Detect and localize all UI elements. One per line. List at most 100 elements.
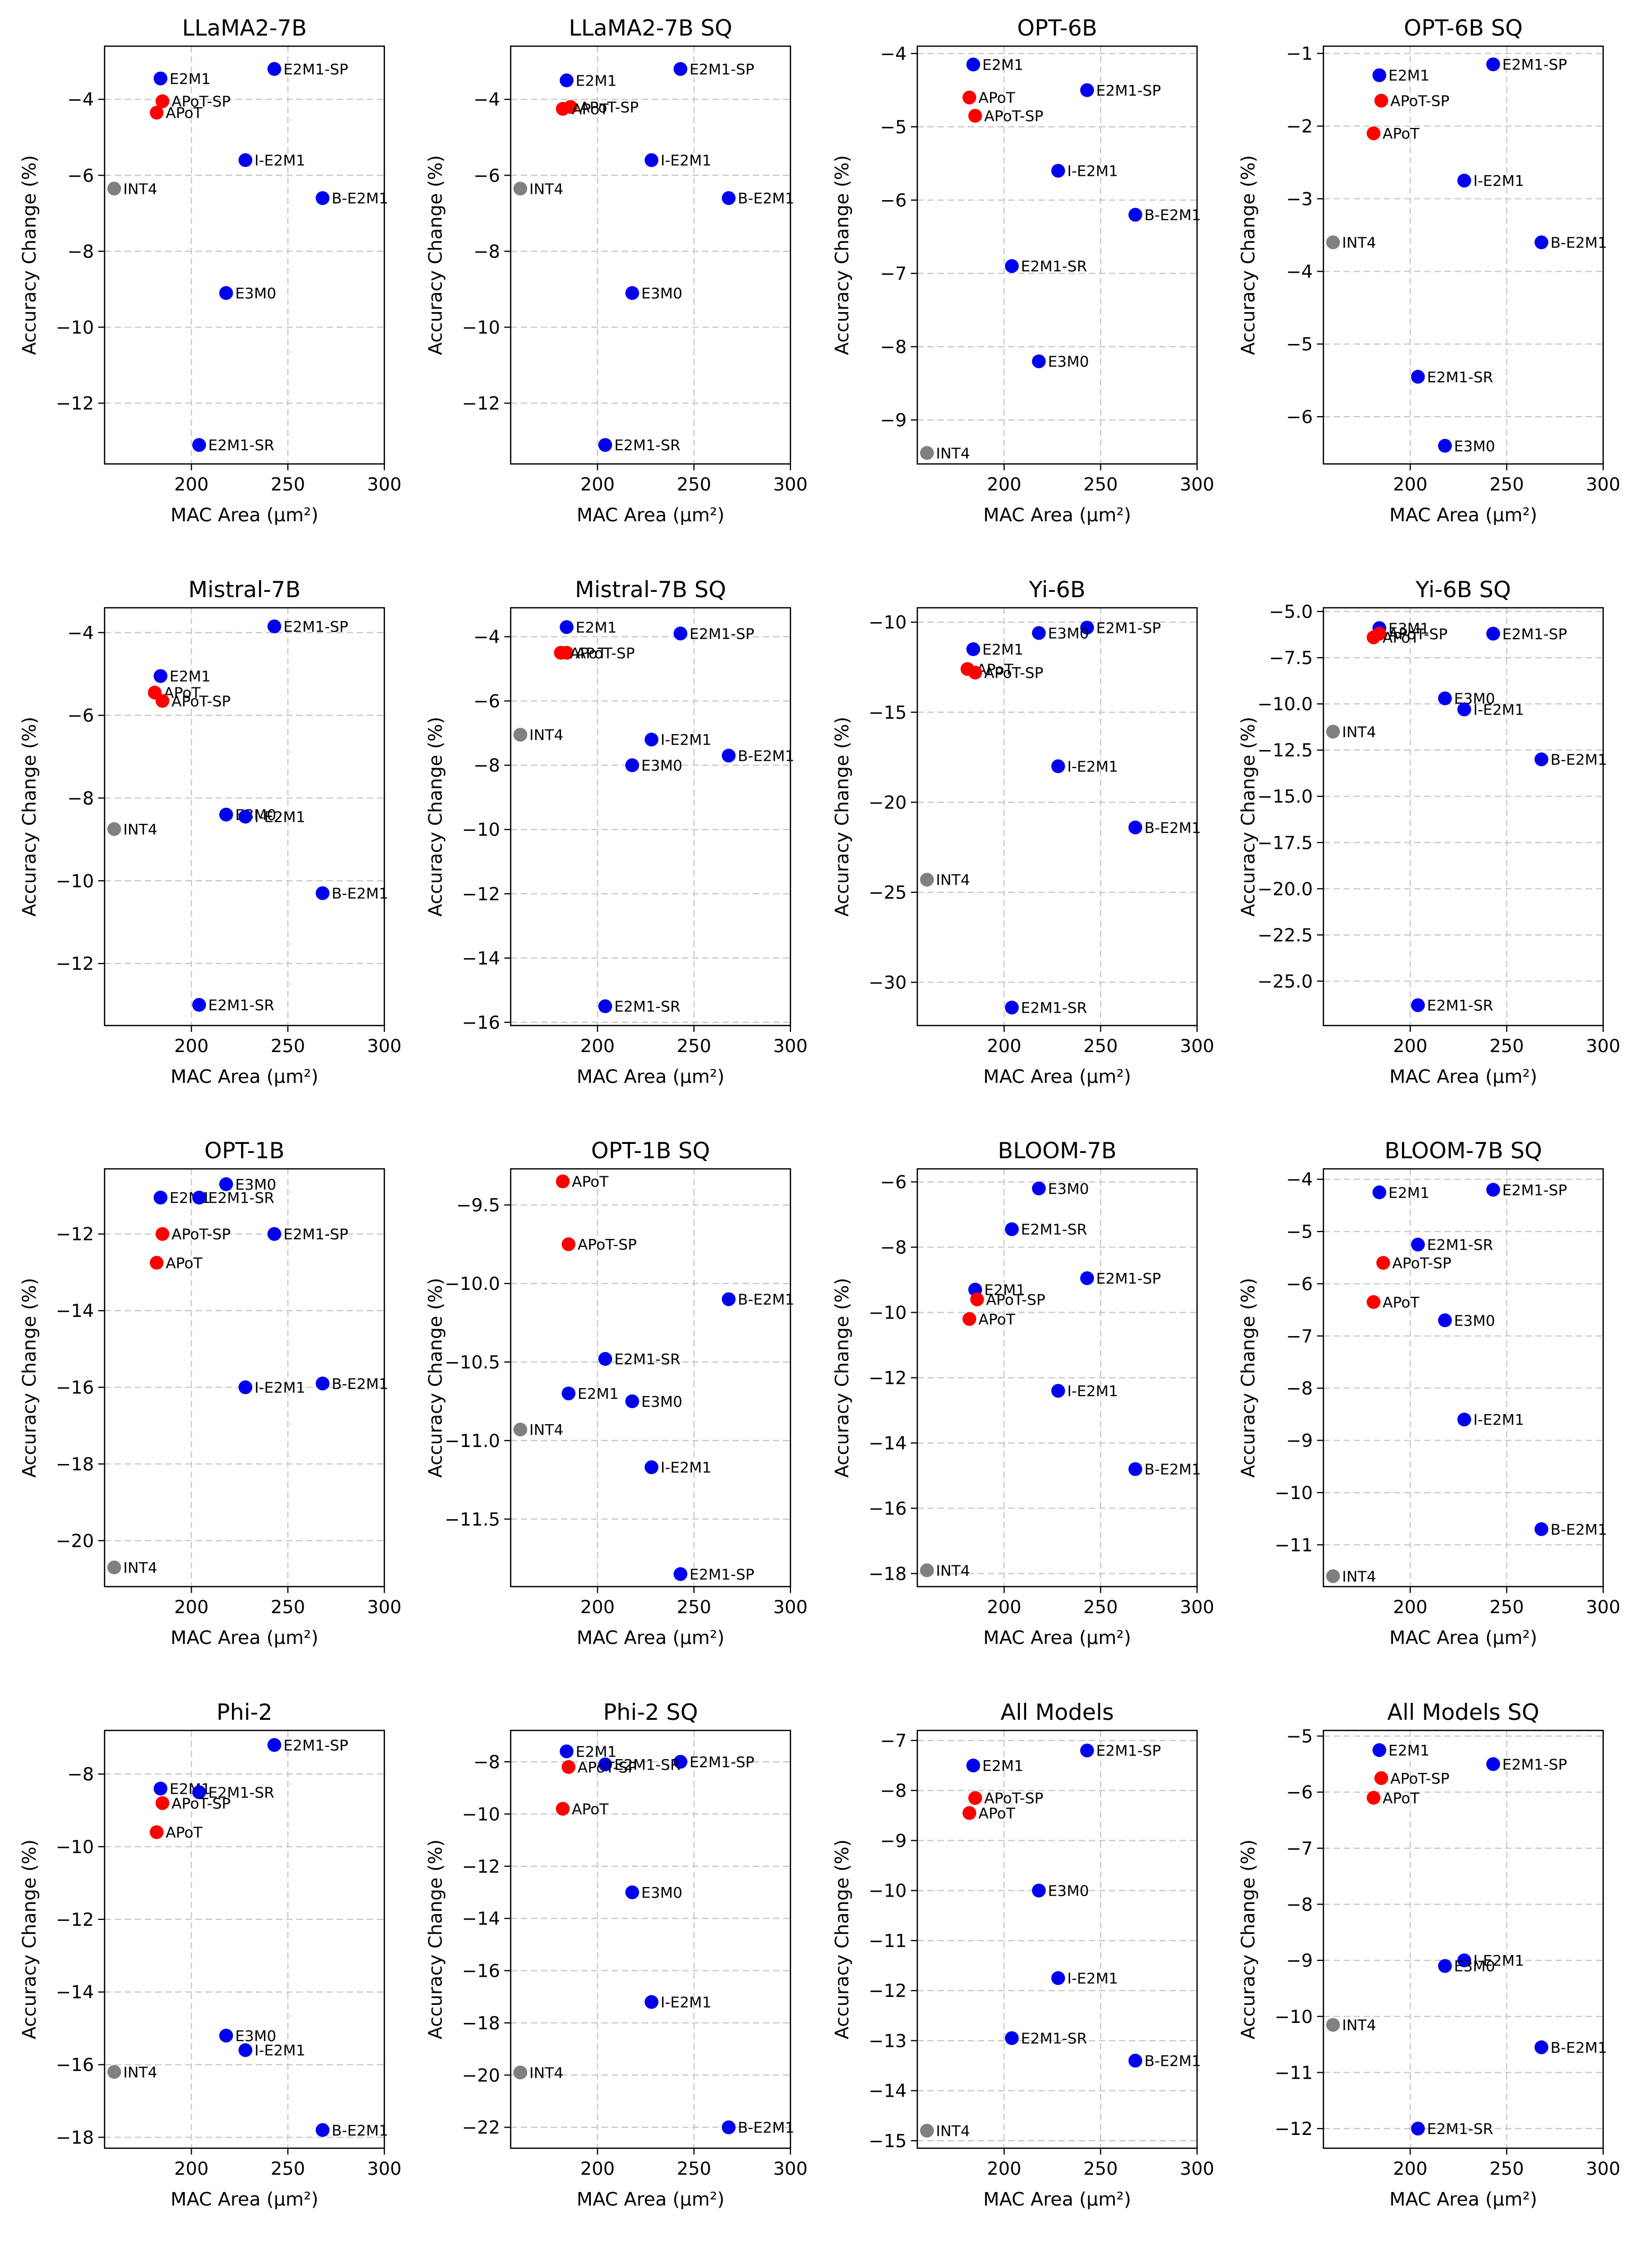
chart-9-opt-1b: 200 250 300 −12 −14 −16 −18 −20 OPT-1B MAC Area (… <box>19 1138 401 1649</box>
chart-11-bloom-7b-point-apot <box>962 1312 977 1326</box>
chart-3-opt-6b-point-label-e2m1-sp: E2M1-SP <box>1096 82 1161 99</box>
chart-7-yi-6b-point-i-e2m1 <box>1051 759 1065 773</box>
chart-16-all-models-sq-axes-frame <box>1322 1729 1604 2149</box>
chart-13-phi-2-ytick-label: −8 <box>67 1764 94 1785</box>
chart-12-bloom-7b-sq-point-apot <box>1366 1295 1381 1309</box>
chart-9-opt-1b-point-label-i-e2m1: I-E2M1 <box>254 1379 305 1397</box>
chart-4-opt-6b-sq-point-label-e2m1-sr: E2M1-SR <box>1427 368 1493 386</box>
chart-10-opt-1b-sq-point-b-e2m1 <box>721 1292 736 1306</box>
chart-7-yi-6b-point-label-e2m1-sr: E2M1-SR <box>1021 999 1087 1017</box>
chart-14-phi-2-sq-point-label-i-e2m1: I-E2M1 <box>660 1994 711 2011</box>
chart-2-llama2-7b-sq-xtick-label: 300 <box>773 474 808 495</box>
chart-13-phi-2-point-label-apot: APoT <box>166 1824 203 1841</box>
chart-10-opt-1b-sq-point-label-e2m1-sr: E2M1-SR <box>614 1350 681 1368</box>
chart-16-all-models-sq-point-label-e2m1-sr: E2M1-SR <box>1427 2120 1493 2138</box>
chart-16-all-models-sq-point-i-e2m1 <box>1457 1953 1472 1968</box>
chart-13-phi-2-axes-frame <box>104 1729 385 2149</box>
chart-14-phi-2-sq-ylabel: Accuracy Change (%) <box>425 1839 446 2039</box>
chart-2-llama2-7b-sq-point-e2m1-sp <box>673 62 687 76</box>
chart-14-phi-2-sq: 200 250 300 −8 −10 −12 −14 −16 −18 −20 −22 Phi-2 SQ… <box>425 1699 807 2210</box>
chart-11-bloom-7b-point-label-i-e2m1: I-E2M1 <box>1067 1382 1118 1400</box>
chart-3-opt-6b-point-b-e2m1 <box>1128 208 1142 222</box>
chart-11-bloom-7b-ytick-label: −10 <box>868 1303 907 1324</box>
chart-16-all-models-sq-point-b-e2m1 <box>1534 2040 1548 2054</box>
chart-16-all-models-sq-point-int4 <box>1326 2018 1340 2032</box>
chart-8-yi-6b-sq-xtick-label: 200 <box>1393 1036 1427 1057</box>
chart-1-llama2-7b-xtick-label: 300 <box>367 474 402 495</box>
chart-11-bloom-7b: 200 250 300 −6 −8 −10 −12 −14 −16 −18 BLOOM-7B MAC … <box>832 1138 1214 1649</box>
chart-2-llama2-7b-sq-point-i-e2m1 <box>644 153 659 167</box>
chart-6-mistral-7b-sq-point-apot <box>554 645 568 660</box>
chart-3-opt-6b-ytick-label: −6 <box>880 190 907 211</box>
chart-6-mistral-7b-sq-xtick-label: 250 <box>677 1036 711 1057</box>
chart-9-opt-1b-xtick-label: 250 <box>271 1597 305 1618</box>
chart-10-opt-1b-sq-xtick-label: 300 <box>773 1597 808 1618</box>
chart-2-llama2-7b-sq-point-label-int4: INT4 <box>529 180 563 197</box>
chart-7-yi-6b-point-e2m1 <box>966 642 980 657</box>
chart-1-llama2-7b-xtick-label: 200 <box>174 474 209 495</box>
chart-2-llama2-7b-sq-point-b-e2m1 <box>721 191 736 205</box>
chart-16-all-models-sq-point-label-i-e2m1: I-E2M1 <box>1473 1952 1524 1969</box>
chart-16-all-models-sq-point-e2m1 <box>1372 1743 1387 1757</box>
chart-15-all-models-point-i-e2m1 <box>1051 1971 1065 1985</box>
chart-1-llama2-7b-ylabel: Accuracy Change (%) <box>19 155 40 355</box>
chart-10-opt-1b-sq: 200 250 300 −9.5 −10.0 −10.5 −11.0 −11.5 OPT-1B … <box>425 1138 807 1649</box>
chart-4-opt-6b-sq-point-label-e2m1-sp: E2M1-SP <box>1502 56 1567 73</box>
chart-14-phi-2-sq-ytick-label: −14 <box>462 1908 500 1930</box>
chart-9-opt-1b-point-int4 <box>107 1560 122 1574</box>
chart-5-mistral-7b-point-label-int4: INT4 <box>123 821 157 838</box>
chart-13-phi-2-point-e3m0 <box>219 2028 233 2043</box>
chart-3-opt-6b-ytick-label: −5 <box>880 117 907 138</box>
chart-7-yi-6b-point-label-b-e2m1: B-E2M1 <box>1145 819 1201 837</box>
chart-15-all-models-point-label-b-e2m1: B-E2M1 <box>1145 2052 1201 2070</box>
chart-10-opt-1b-sq-point-label-i-e2m1: I-E2M1 <box>660 1459 711 1476</box>
chart-10-opt-1b-sq-point-label-apot-sp: APoT-SP <box>578 1236 636 1253</box>
chart-15-all-models-point-e3m0 <box>1031 1883 1046 1898</box>
chart-5-mistral-7b-ytick-label: −10 <box>56 871 94 892</box>
chart-16-all-models-sq-point-label-apot-sp: APoT-SP <box>1390 1770 1449 1787</box>
chart-2-llama2-7b-sq-point-label-apot: APoT <box>572 100 609 118</box>
chart-4-opt-6b-sq-ytick-label: −6 <box>1286 407 1313 428</box>
chart-12-bloom-7b-sq-ytick-label: −7 <box>1286 1326 1313 1347</box>
chart-14-phi-2-sq-ytick-label: −22 <box>462 2117 500 2139</box>
chart-7-yi-6b-ytick-label: −20 <box>868 792 907 813</box>
chart-15-all-models-point-label-e2m1: E2M1 <box>982 1757 1023 1775</box>
chart-7-yi-6b-ytick-label: −25 <box>868 882 907 903</box>
chart-12-bloom-7b-sq-ytick-label: −9 <box>1286 1431 1313 1452</box>
chart-6-mistral-7b-sq-ytick-label: −4 <box>474 626 500 648</box>
chart-3-opt-6b-point-label-i-e2m1: I-E2M1 <box>1067 162 1118 180</box>
chart-16-all-models-sq-point-apot-sp <box>1374 1771 1389 1785</box>
chart-13-phi-2-point-label-e3m0: E3M0 <box>235 2027 276 2045</box>
chart-2-llama2-7b-sq-point-label-e2m1-sr: E2M1-SR <box>614 436 681 454</box>
chart-16-all-models-sq-xlabel: MAC Area (μm²) <box>1389 2189 1537 2210</box>
chart-14-phi-2-sq-point-int4 <box>513 2065 528 2080</box>
chart-1-llama2-7b-point-b-e2m1 <box>315 191 330 205</box>
chart-9-opt-1b-point-label-e2m1-sp: E2M1-SP <box>283 1226 348 1243</box>
chart-6-mistral-7b-sq-xtick-label: 300 <box>773 1036 808 1057</box>
chart-16-all-models-sq-point-label-apot: APoT <box>1382 1789 1419 1807</box>
chart-10-opt-1b-sq-point-i-e2m1 <box>644 1460 659 1475</box>
chart-3-opt-6b-point-label-e2m1-sr: E2M1-SR <box>1021 257 1087 275</box>
chart-10-opt-1b-sq-ytick-label: −11.5 <box>445 1509 500 1530</box>
chart-5-mistral-7b-point-i-e2m1 <box>238 809 253 824</box>
chart-8-yi-6b-sq-point-label-b-e2m1: B-E2M1 <box>1551 751 1607 769</box>
chart-5-mistral-7b-title: Mistral-7B <box>188 576 301 602</box>
chart-1-llama2-7b-xtick-label: 250 <box>271 474 305 495</box>
chart-2-llama2-7b-sq-ytick-label: −12 <box>462 393 500 415</box>
chart-8-yi-6b-sq-point-label-apot: APoT <box>1382 629 1419 647</box>
chart-1-llama2-7b-title: LLaMA2-7B <box>182 15 307 41</box>
chart-9-opt-1b-ytick-label: −14 <box>56 1300 94 1322</box>
chart-9-opt-1b-point-label-apot-sp: APoT-SP <box>171 1226 230 1243</box>
chart-14-phi-2-sq-xlabel: MAC Area (μm²) <box>577 2189 724 2210</box>
chart-3-opt-6b-point-apot-sp <box>968 109 983 123</box>
chart-16-all-models-sq-point-e2m1-sp <box>1486 1757 1500 1771</box>
chart-14-phi-2-sq-xtick-label: 300 <box>773 2158 808 2180</box>
chart-10-opt-1b-sq-ytick-label: −10.5 <box>445 1352 500 1373</box>
chart-3-opt-6b-point-e3m0 <box>1031 354 1046 368</box>
chart-11-bloom-7b-xtick-label: 250 <box>1083 1597 1118 1618</box>
chart-15-all-models-point-label-int4: INT4 <box>936 2122 970 2140</box>
chart-3-opt-6b-xlabel: MAC Area (μm²) <box>983 505 1131 526</box>
chart-4-opt-6b-sq-point-b-e2m1 <box>1534 235 1548 249</box>
chart-11-bloom-7b-point-label-e2m1-sp: E2M1-SP <box>1096 1270 1161 1287</box>
